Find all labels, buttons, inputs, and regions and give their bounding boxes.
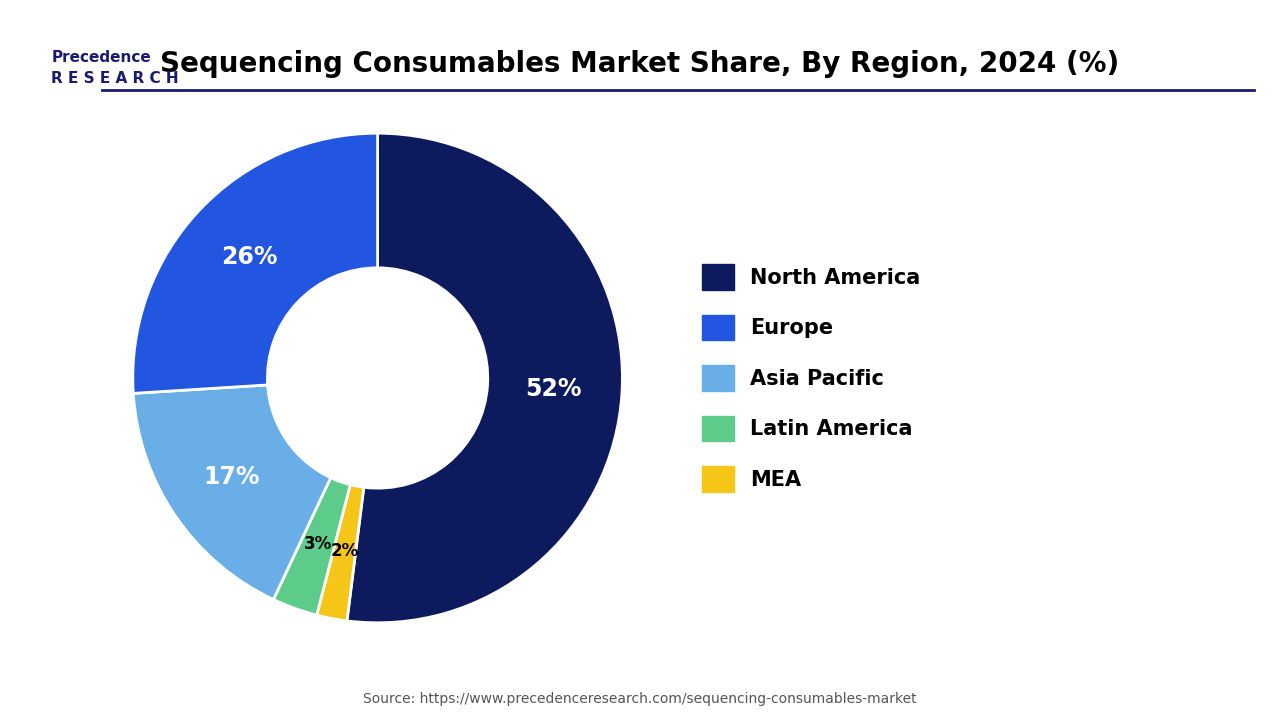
Text: 26%: 26% bbox=[221, 246, 278, 269]
Text: Source: https://www.precedenceresearch.com/sequencing-consumables-market: Source: https://www.precedenceresearch.c… bbox=[364, 692, 916, 706]
Wedge shape bbox=[316, 485, 364, 621]
Text: 3%: 3% bbox=[303, 535, 332, 553]
Text: Precedence
R E S E A R C H: Precedence R E S E A R C H bbox=[51, 50, 179, 86]
Text: 2%: 2% bbox=[330, 542, 358, 560]
Text: Sequencing Consumables Market Share, By Region, 2024 (%): Sequencing Consumables Market Share, By … bbox=[160, 50, 1120, 78]
Text: 52%: 52% bbox=[525, 377, 581, 401]
Wedge shape bbox=[347, 133, 622, 623]
Text: 17%: 17% bbox=[204, 465, 260, 489]
Legend: North America, Europe, Asia Pacific, Latin America, MEA: North America, Europe, Asia Pacific, Lat… bbox=[694, 256, 929, 500]
Wedge shape bbox=[133, 133, 378, 393]
Wedge shape bbox=[274, 477, 351, 615]
Wedge shape bbox=[133, 385, 330, 600]
